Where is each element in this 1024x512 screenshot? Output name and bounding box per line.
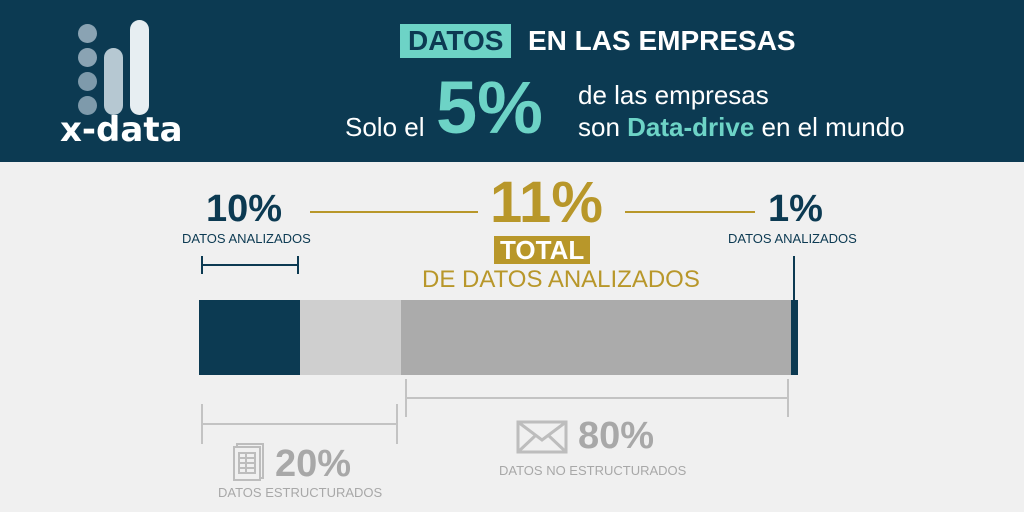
right-bottom-bracket — [405, 397, 788, 399]
analyzed-structured-label: DATOS ANALIZADOS — [182, 231, 311, 246]
right-top-pointer — [793, 256, 795, 300]
bar-unstructured-analyzed — [791, 300, 798, 375]
title-rest: EN LAS EMPRESAS — [528, 25, 796, 56]
stat-big-value: 5% — [436, 66, 543, 149]
left-top-bracket-tick-a — [201, 256, 203, 274]
left-bottom-bracket — [201, 423, 397, 425]
analyzed-structured-value: 10% — [206, 188, 283, 230]
stat-line-2-pre: son — [578, 112, 628, 142]
center-connector-left — [310, 211, 478, 213]
total-value: 11% — [490, 170, 603, 235]
title-highlight: DATOS — [400, 24, 512, 58]
left-bottom-bracket-tick-a — [201, 404, 203, 444]
stat-line-2: son Data-drive en el mundo — [578, 112, 905, 143]
right-bottom-bracket-tick-a — [405, 379, 407, 417]
unstructured-value: 80% — [578, 415, 655, 457]
stat-line-2-post: en el mundo — [754, 112, 905, 142]
right-bottom-bracket-tick-b — [787, 379, 789, 417]
envelope-icon — [516, 420, 568, 454]
document-icon — [233, 443, 264, 481]
logo-icon — [64, 16, 194, 146]
structured-value: 20% — [275, 443, 352, 485]
analyzed-unstructured-label: DATOS ANALIZADOS — [728, 231, 857, 246]
left-top-bracket-tick-b — [297, 256, 299, 274]
stat-accent: Data-drive — [627, 112, 755, 142]
bar-structured-unanalyzed — [300, 300, 401, 375]
analyzed-unstructured-value: 1% — [768, 188, 823, 230]
total-label: DE DATOS ANALIZADOS — [422, 266, 700, 293]
page-title: DATOS EN LAS EMPRESAS — [0, 24, 1024, 60]
header-banner: x-data DATOS EN LAS EMPRESAS Solo el 5% … — [0, 0, 1024, 162]
left-top-bracket — [201, 264, 299, 266]
stat-prefix: Solo el — [345, 112, 425, 142]
total-badge: TOTAL — [494, 236, 591, 264]
left-bottom-bracket-tick-b — [396, 404, 398, 444]
bar-structured-analyzed — [199, 300, 300, 375]
structured-label: DATOS ESTRUCTURADOS — [218, 485, 383, 500]
center-connector-right — [625, 211, 755, 213]
brand-name: x-data — [60, 110, 183, 150]
unstructured-label: DATOS NO ESTRUCTURADOS — [499, 463, 687, 478]
bar-unstructured-unanalyzed — [401, 300, 791, 375]
stat-line-1: de las empresas — [578, 80, 769, 110]
